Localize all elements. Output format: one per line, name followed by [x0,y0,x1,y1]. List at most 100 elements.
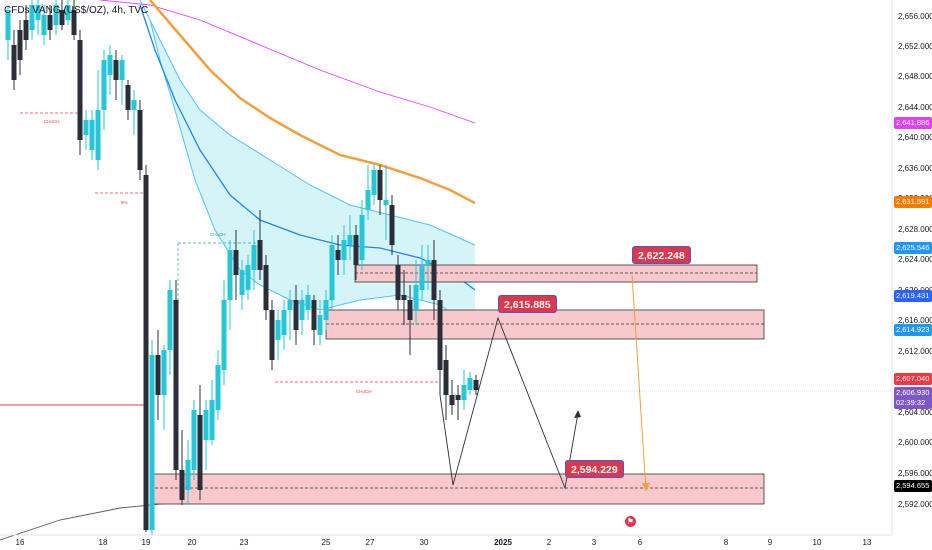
candle-body [359,215,365,260]
candle-body [413,285,419,310]
pct-label: 8% [121,200,128,205]
price-tick-label: 2,648.000 [898,72,932,81]
candle-body [11,45,17,80]
time-tick-label: 8 [724,538,729,547]
price-tick-label: 2,656.000 [898,12,932,21]
time-tick-label: 2025 [494,538,512,547]
callout-middle[interactable]: 2,615.885 [498,295,557,313]
candle-body [53,5,59,25]
price-tick-label: 2,592.000 [898,500,932,509]
time-tick-label: 25 [322,538,331,547]
time-tick-label: 9 [768,538,773,547]
time-tick-label: 3 [592,538,597,547]
time-tick-label: 6 [638,538,643,547]
candle-body [23,20,29,40]
candle-body [449,395,455,405]
orange-arrowhead [642,483,650,492]
candle-body [17,30,23,60]
price-tag: 2,594.655 [894,480,932,492]
candle-body [299,300,305,320]
candle-body [395,265,401,300]
callout-lower[interactable]: 2,594.229 [565,460,624,478]
magenta-ma [99,0,476,124]
time-tick-label: 13 [863,538,872,547]
zone-middle[interactable] [325,309,765,340]
price-tick-label: 2,644.000 [898,103,932,112]
candle-body [281,310,287,335]
candle-body [257,240,263,270]
price-tick-label: 2,628.000 [898,225,932,234]
candle-body [89,120,95,150]
candle-body [425,260,431,265]
zone-lower[interactable] [149,473,765,505]
candle-body [185,460,191,490]
candle-body [107,55,113,75]
price-tag: 2,614.923 [894,324,932,336]
price-tick-label: 2,636.000 [898,164,932,173]
candle-body [431,260,437,300]
projection-path [439,316,579,490]
time-tick-label: 30 [420,538,429,547]
candle-body [137,110,143,170]
candle-body [371,170,377,195]
candle-body [287,300,293,310]
callout-upper[interactable]: 2,622.248 [632,246,691,264]
candle-body [95,110,101,160]
price-tick-label: 2,616.000 [898,316,932,325]
candle-body [251,245,257,270]
candle-body [5,10,11,40]
candlestick-series [5,0,479,535]
candle-body [329,245,335,300]
candle-body [203,410,209,440]
price-tick-label: 2,612.000 [898,347,932,356]
candle-body [347,235,353,245]
candle-body [59,10,65,25]
us-flag-icon[interactable]: ⚑ [625,516,636,527]
price-tick-label: 2,652.000 [898,42,932,51]
candle-body [353,235,359,265]
price-tag: 2,641.886 [894,117,932,129]
candle-body [239,270,245,295]
zone-upper[interactable] [354,264,758,283]
price-tag: 02:39:32 [894,397,932,409]
price-tag: 2,631.591 [894,196,932,208]
candle-body [473,380,479,390]
time-tick-label: 23 [240,538,249,547]
candle-body [443,360,449,395]
price-tick-label: 2,640.000 [898,133,932,142]
candle-body [335,250,341,260]
candle-body [383,200,389,205]
candle-body [245,265,251,290]
symbol-header[interactable]: CFDs VÀNG (US$/OZ), 4h, TVC [4,5,149,16]
candle-body [125,85,131,110]
price-tick-label: 2,596.000 [898,469,932,478]
time-tick-label: 19 [142,538,151,547]
candle-body [101,60,107,110]
band-upper-line [139,0,476,246]
time-axis[interactable]: 16 18 19 20 23 25 27 30 2025 2 3 6 8 9 10 13 [16,538,872,547]
time-tick-label: 10 [813,538,822,547]
candle-body [215,365,221,410]
candle-body [35,5,41,20]
price-tag: 2,619.431 [894,290,932,302]
candle-body [29,5,35,30]
candle-body [401,295,407,300]
candle-body [209,400,215,440]
time-tick-label: 18 [99,538,108,547]
orange-target-arrow [631,274,647,491]
candle-body [323,300,329,320]
candle-body [131,100,137,110]
candle-body [47,15,53,30]
candle-body [377,170,383,200]
projection-arrowhead [574,410,581,418]
candle-body [461,385,467,400]
price-tick-label: 2,624.000 [898,255,932,264]
time-tick-label: 27 [366,538,375,547]
candle-body [167,290,173,350]
candle-body [365,190,371,210]
candle-body [173,300,179,470]
price-axis[interactable]: 2,656.000 2,652.000 2,648.000 2,644.000 2,64… [898,12,932,509]
price-tick-label: 2,600.000 [898,438,932,447]
candle-body [341,240,347,260]
